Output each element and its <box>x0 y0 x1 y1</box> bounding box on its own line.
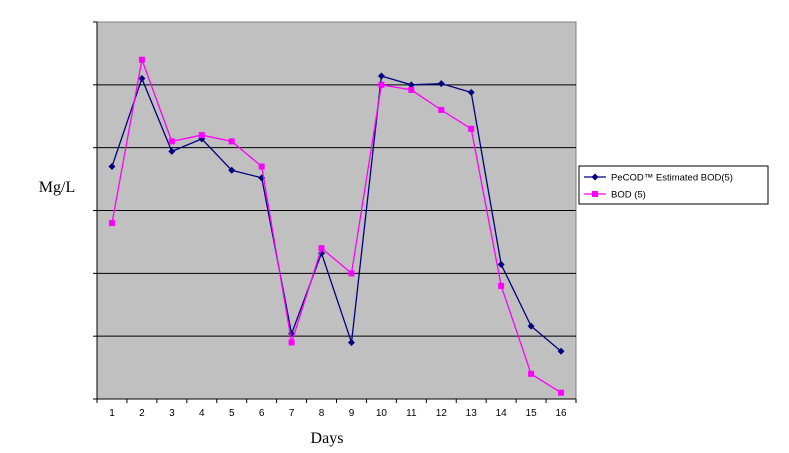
data-point <box>168 138 175 145</box>
x-tick-label: 7 <box>289 408 295 419</box>
x-tick-label: 14 <box>496 408 508 419</box>
data-point <box>168 147 176 155</box>
data-point <box>528 370 535 377</box>
data-point <box>288 339 295 346</box>
data-point <box>228 166 236 174</box>
data-point <box>438 106 445 113</box>
series-layer <box>108 56 565 396</box>
data-point <box>108 220 115 227</box>
data-point <box>377 72 385 80</box>
data-point <box>378 81 385 88</box>
data-point <box>198 132 205 139</box>
data-point <box>407 81 415 89</box>
data-point <box>558 389 565 396</box>
data-point <box>138 56 145 63</box>
series-line <box>111 57 562 394</box>
x-tick-label: 12 <box>436 408 448 419</box>
legend-box <box>578 165 769 205</box>
data-point <box>498 282 505 289</box>
x-tick-label: 9 <box>349 408 355 419</box>
data-point <box>108 163 116 171</box>
x-axis-label: Days <box>311 430 344 447</box>
legend-label: BOD (5) <box>611 190 646 201</box>
data-point <box>408 86 415 93</box>
legend-marker <box>591 173 599 181</box>
data-point <box>467 88 475 96</box>
data-point <box>347 338 355 346</box>
x-tick-label: 8 <box>319 408 325 419</box>
series-2 <box>108 56 565 396</box>
legend: PeCOD™ Estimated BOD(5) BOD (5) <box>578 165 769 205</box>
x-tick-label: 3 <box>169 408 175 419</box>
x-tick-label: 1 <box>109 408 115 419</box>
data-point <box>228 138 235 145</box>
x-tick-label: 11 <box>406 408 417 419</box>
legend-label: PeCOD™ Estimated BOD(5) <box>611 173 733 184</box>
data-point <box>557 347 565 355</box>
x-tick-label: 5 <box>229 408 235 419</box>
data-point <box>527 322 535 330</box>
gridlines <box>97 84 576 337</box>
x-tick-label: 15 <box>526 408 538 419</box>
x-axis: 1 2 3 4 5 6 7 8 9 10 11 12 13 14 15 16 <box>96 398 577 419</box>
x-tick-label: 16 <box>555 408 567 419</box>
y-axis-label: Mg/L <box>39 179 75 196</box>
x-tick-label: 6 <box>259 408 265 419</box>
data-point <box>468 125 475 132</box>
x-tick-label: 2 <box>139 408 145 419</box>
data-point <box>497 261 505 269</box>
x-tick-label: 10 <box>376 408 388 419</box>
data-point <box>437 80 445 88</box>
data-point <box>138 75 146 83</box>
x-tick-label: 4 <box>199 408 205 419</box>
y-axis <box>93 21 98 400</box>
x-tick-label: 13 <box>466 408 478 419</box>
data-point <box>258 163 265 170</box>
data-point <box>318 245 325 252</box>
series-line <box>111 75 562 352</box>
legend-marker <box>592 191 598 197</box>
data-point <box>348 270 355 277</box>
